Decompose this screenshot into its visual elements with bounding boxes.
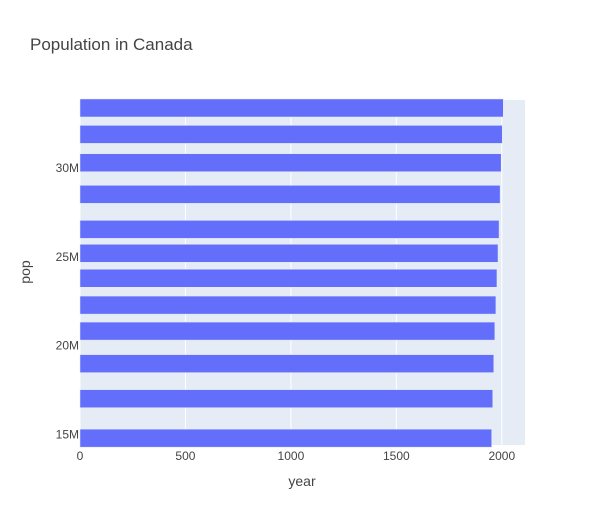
bar — [79, 268, 498, 288]
x-tick-label: 500 — [175, 449, 195, 463]
bar — [79, 220, 500, 239]
x-tick-label: 1000 — [278, 449, 305, 463]
bar — [79, 354, 495, 373]
y-tick-label: 30M — [56, 161, 79, 175]
y-axis-ticks: 15M 20M 25M 30M — [56, 161, 79, 441]
bar — [79, 98, 504, 118]
x-axis-label: year — [288, 473, 316, 489]
bar — [79, 244, 499, 263]
x-tick-label: 2000 — [488, 449, 515, 463]
bar — [79, 389, 493, 408]
y-tick-label: 20M — [56, 339, 79, 353]
bar — [79, 321, 496, 341]
x-tick-label: 0 — [77, 449, 84, 463]
y-axis-label: pop — [17, 260, 33, 284]
chart-title: Population in Canada — [30, 35, 193, 54]
bars — [79, 98, 504, 448]
bar — [79, 428, 492, 448]
y-tick-label: 15M — [56, 427, 79, 441]
bar — [79, 295, 497, 315]
x-tick-label: 1500 — [383, 449, 410, 463]
bar — [79, 185, 501, 204]
x-axis-ticks: 0 500 1000 1500 2000 — [77, 449, 516, 463]
bar — [79, 153, 502, 172]
bar — [79, 125, 503, 144]
y-tick-label: 25M — [56, 250, 79, 264]
